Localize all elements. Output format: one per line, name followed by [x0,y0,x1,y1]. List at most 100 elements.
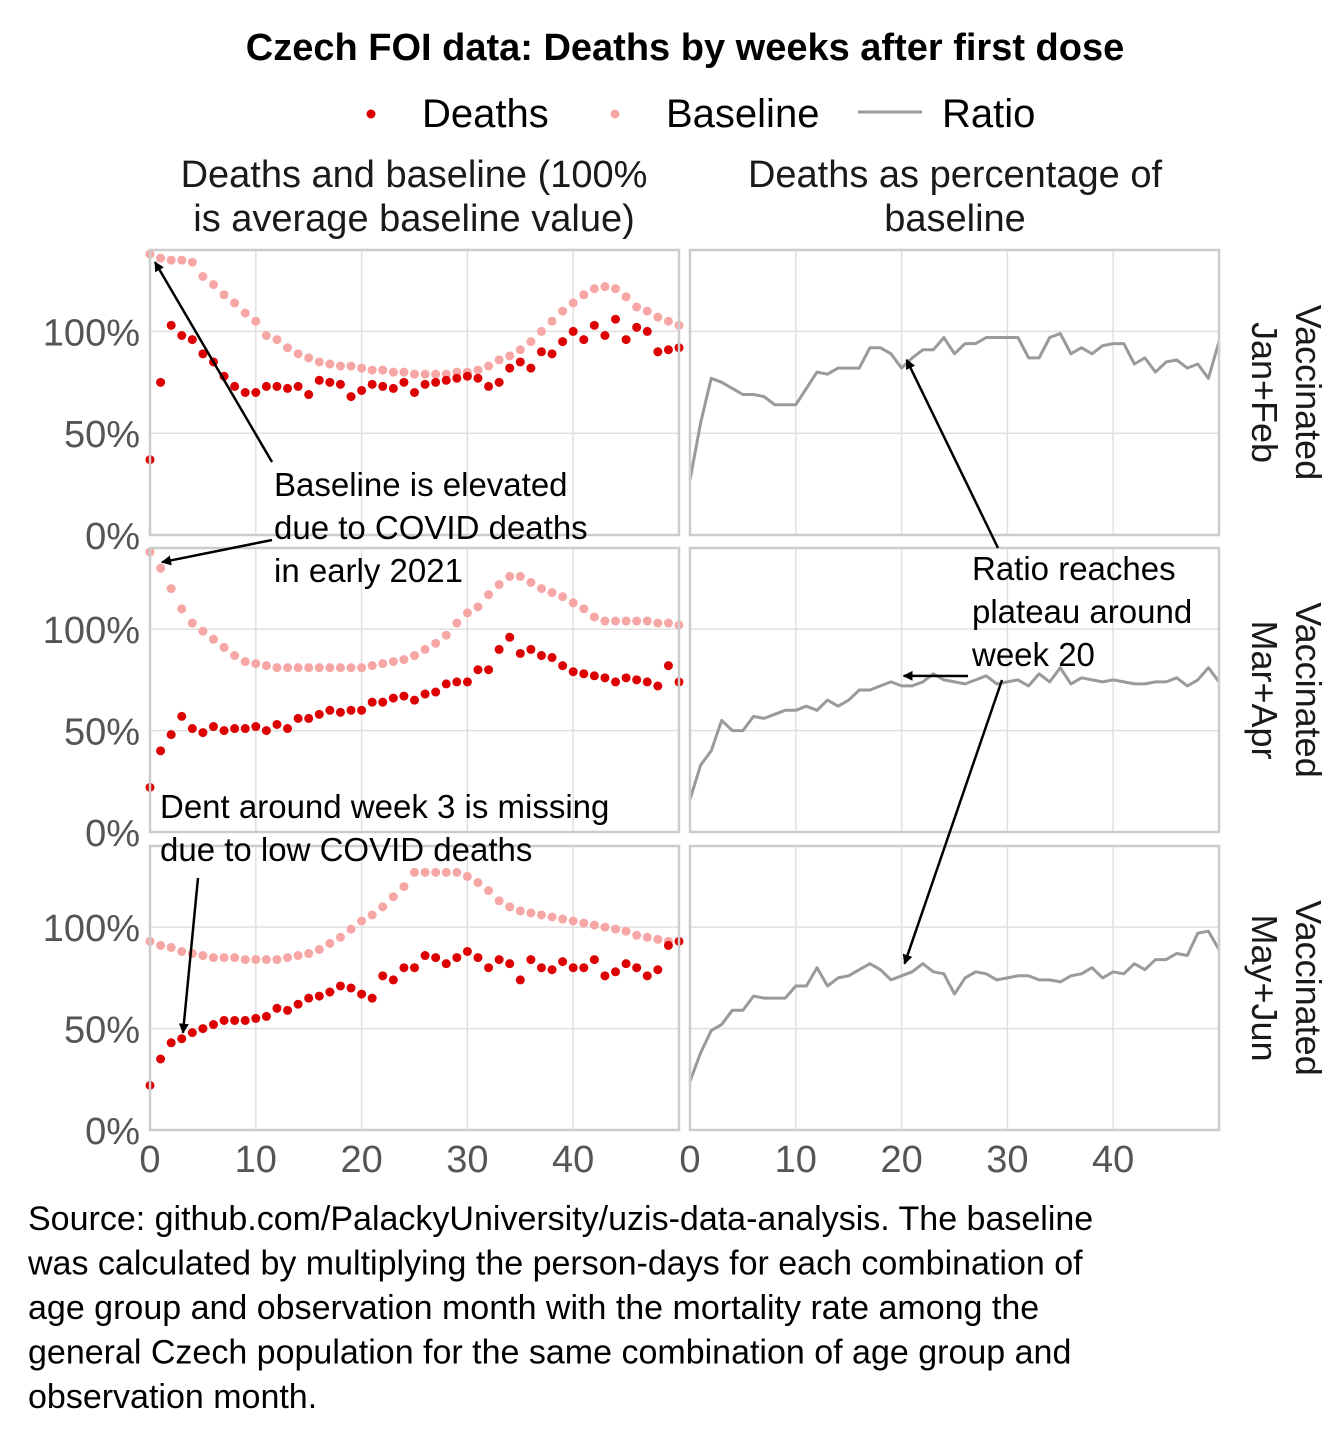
deaths-point [346,983,356,993]
deaths-point [653,965,663,975]
deaths-point [621,335,631,345]
deaths-point [611,677,621,687]
y-tick-label: 0% [85,516,140,558]
annotation-arrow [161,538,273,566]
baseline-point [272,663,282,673]
deaths-point [187,335,197,345]
baseline-point [261,661,271,671]
deaths-point [642,677,652,687]
deaths-point [325,705,335,715]
baseline-point [642,306,652,316]
legend-marker-baseline [610,109,620,119]
baseline-point [536,584,546,594]
deaths-point [357,385,367,395]
baseline-point [219,953,229,963]
deaths-point [420,379,430,389]
deaths-point [505,959,515,969]
baseline-point [230,953,240,963]
deaths-point [304,390,314,400]
baseline-point [314,357,324,367]
baseline-point [166,584,176,594]
annotation-text: Baseline is elevated [274,466,568,503]
deaths-point [367,993,377,1003]
annotation-text: in early 2021 [274,552,463,589]
deaths-point [325,377,335,387]
deaths-point [198,1024,208,1034]
deaths-point [156,1054,166,1064]
deaths-point [283,383,293,393]
baseline-point [219,290,229,300]
panels [145,248,1221,1132]
baseline-point [505,351,515,361]
baseline-point [547,316,557,326]
deaths-point [230,381,240,391]
deaths-point [431,377,441,387]
baseline-point [515,345,525,355]
deaths-point [240,724,250,734]
row-label-line: Vaccinated [1288,305,1329,480]
deaths-point [632,322,642,332]
deaths-point [187,724,197,734]
deaths-point [452,373,462,383]
baseline-point [293,349,303,359]
deaths-point [462,677,472,687]
deaths-point [293,381,303,391]
baseline-point [431,867,441,877]
y-tick-label: 100% [43,610,140,652]
deaths-point [568,667,578,677]
row-label-line: Vaccinated [1288,602,1329,777]
baseline-point [642,616,652,626]
source-line: general Czech population for the same co… [28,1334,1071,1372]
ratio-line [688,332,1221,481]
baseline-point [156,253,166,263]
baseline-point [198,271,208,281]
deaths-point [515,357,525,367]
baseline-point [663,316,673,326]
baseline-point [568,598,578,608]
deaths-point [589,320,599,330]
panel-frame [148,546,681,834]
deaths-point [547,653,557,663]
deaths-point [378,971,388,981]
deaths-point [494,377,504,387]
panel-1-1 [145,248,684,537]
legend-marker-deaths [366,109,376,119]
axes: 0% 50% 100% 0% 50% 100% 0% 50% 100% 0 10 20 30 40 0 10 2… [43,312,1135,1181]
column-title-line: is average baseline value) [193,198,635,240]
baseline-point [304,663,314,673]
baseline-point [208,953,218,963]
baseline-point [357,663,367,673]
baseline-point [208,280,218,290]
baseline-point [484,886,494,896]
baseline-point [187,618,197,628]
y-tick-label: 100% [43,312,140,354]
baseline-point [177,946,187,956]
baseline-point [230,298,240,308]
deaths-point [473,373,483,383]
deaths-point [314,991,324,1001]
baseline-point [642,932,652,942]
panel-frame [148,248,681,537]
deaths-point [547,349,557,359]
baseline-point [367,661,377,671]
baseline-point [494,896,504,906]
deaths-point [325,987,335,997]
baseline-point [156,563,166,573]
panel-2-1 [145,546,684,834]
baseline-point [505,902,515,912]
source-line: was calculated by multiplying the person… [27,1245,1083,1283]
deaths-point [177,331,187,340]
baseline-point [558,592,568,602]
x-tick-label: 10 [775,1139,817,1181]
baseline-point [367,365,377,375]
deaths-point [526,644,536,654]
panel-frame [148,844,681,1132]
deaths-point [272,381,282,391]
x-tick-label: 40 [1092,1139,1134,1181]
baseline-point [494,355,504,365]
baseline-point [589,284,599,294]
x-tick-label: 30 [446,1139,488,1181]
baseline-point [166,255,176,265]
